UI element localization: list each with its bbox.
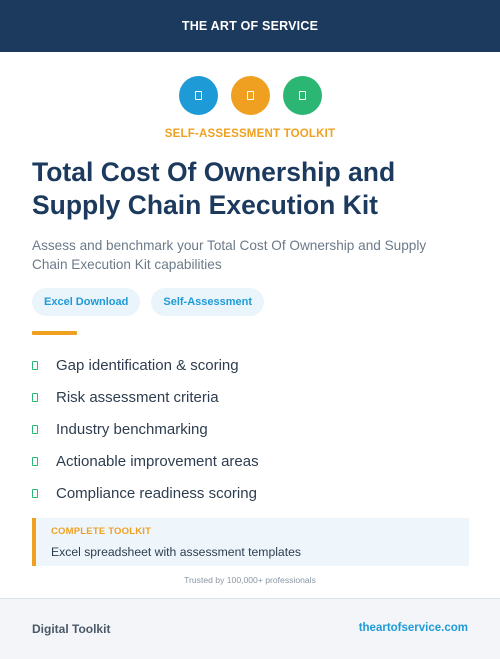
document-icon	[282, 76, 322, 115]
callout-description: Excel spreadsheet with assessment templa…	[51, 545, 301, 559]
feature-text: Industry benchmarking	[56, 420, 208, 438]
brand-name: THE ART OF SERVICE	[181, 19, 319, 33]
footer-label: Digital Toolkit	[32, 622, 111, 636]
callout-label: COMPLETE TOOLKIT	[51, 526, 152, 537]
feature-item: Compliance readiness scoring	[32, 477, 259, 509]
subtitle-line-1: Assess and benchmark your Total Cost Of …	[32, 238, 427, 253]
document-icon	[178, 76, 218, 115]
tag-excel-download: Excel Download	[32, 288, 141, 316]
kicker-label: SELF-ASSESSMENT TOOLKIT	[164, 128, 336, 140]
complete-toolkit-callout: COMPLETE TOOLKIT Excel spreadsheet with …	[32, 518, 469, 566]
icon-row	[0, 76, 500, 115]
checkbox-icon	[32, 424, 38, 434]
page-title: Total Cost Of Ownership and Supply Chain…	[32, 156, 472, 222]
tag-self-assessment: Self-Assessment	[151, 288, 265, 316]
subtitle: Assess and benchmark your Total Cost Of …	[32, 237, 472, 274]
feature-item: Gap identification & scoring	[32, 349, 259, 381]
feature-item: Industry benchmarking	[32, 413, 259, 445]
feature-item: Risk assessment criteria	[32, 381, 259, 413]
subtitle-line-2: Chain Execution Kit capabilities	[32, 256, 222, 272]
checkbox-icon	[32, 488, 38, 498]
feature-text: Gap identification & scoring	[56, 356, 239, 374]
feature-text: Risk assessment criteria	[56, 388, 219, 406]
trust-note: Trusted by 100,000+ professionals	[184, 575, 316, 585]
header-bar: THE ART OF SERVICE	[0, 0, 500, 52]
accent-divider	[32, 331, 77, 335]
title-line-2: Supply Chain Execution Kit	[32, 190, 379, 220]
document-icon	[230, 76, 270, 115]
checkbox-icon	[32, 456, 38, 466]
footer-bar: Digital Toolkit theartofservice.com	[0, 598, 500, 659]
website-link[interactable]: theartofservice.com	[358, 622, 468, 634]
checkbox-icon	[32, 392, 38, 402]
checkbox-icon	[32, 360, 38, 370]
feature-item: Actionable improvement areas	[32, 445, 259, 477]
feature-text: Compliance readiness scoring	[56, 484, 257, 502]
tag-list: Excel Download Self-Assessment	[32, 288, 265, 316]
feature-list: Gap identification & scoring Risk assess…	[32, 349, 259, 509]
title-line-1: Total Cost Of Ownership and	[32, 157, 396, 187]
feature-text: Actionable improvement areas	[56, 452, 259, 470]
